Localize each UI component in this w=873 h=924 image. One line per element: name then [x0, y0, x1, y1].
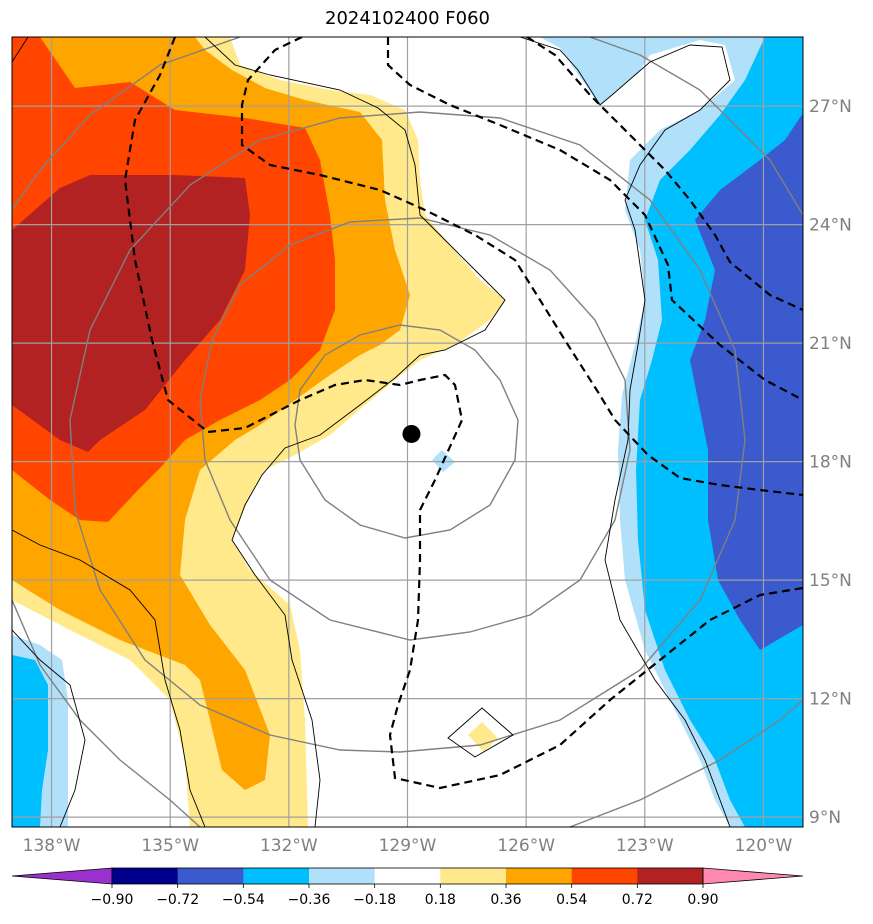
colorbar-tick-label: −0.72 [156, 892, 199, 908]
longitude-tick-label: 123°W [616, 836, 674, 856]
colorbar-frame [111, 867, 704, 885]
gridlines [12, 37, 803, 827]
gray-contour-ring-3 [69, 111, 746, 753]
latitude-tick-label: 27°N [809, 97, 852, 117]
dashed-contour-4 [526, 37, 803, 312]
longitude-tick-label: 138°W [23, 836, 81, 856]
colorbar-swatch [309, 868, 376, 884]
colorbar-swatch [506, 868, 573, 884]
map-frame [11, 36, 804, 828]
colorbar-tick-label: 0.54 [556, 892, 587, 908]
colorbar-swatch [440, 868, 507, 884]
thin-contour-diamond [447, 707, 514, 758]
latitude-tick-label: 9°N [809, 808, 841, 828]
latitude-tick-label: 21°N [809, 334, 852, 354]
colorbar-tick-label: −0.18 [353, 892, 396, 908]
map-title: 2024102400 F060 [325, 8, 490, 29]
thin-black-contours [12, 37, 731, 827]
colorbar-extend-low [11, 867, 113, 885]
gray-contours [12, 37, 803, 827]
latitude-tick-label: 12°N [809, 690, 852, 710]
longitude-tick-label: 120°W [735, 836, 793, 856]
longitude-tick-label: 126°W [497, 836, 555, 856]
colorbar-swatch [571, 868, 638, 884]
colorbar-swatch [243, 868, 310, 884]
thin-contour-nw [12, 37, 29, 63]
colorbar-tick-label: −0.90 [91, 892, 134, 908]
longitude-tick-label: 129°W [379, 836, 437, 856]
map-area [12, 37, 803, 827]
latitude-tick-label: 18°N [809, 453, 852, 473]
filled-contours-positive [12, 37, 505, 827]
colorbar-tick-label: −0.36 [288, 892, 331, 908]
longitude-tick-label: 135°W [141, 836, 199, 856]
filled-contours-negative [12, 37, 803, 827]
storm-center-marker [402, 424, 421, 443]
colorbar-swatch [177, 868, 244, 884]
contour-fill-neg-0.54 [690, 113, 803, 650]
contour-fill-neg-0.36-west [12, 655, 48, 827]
latitude-labels: 9°N 12°N 15°N 18°N 21°N 24°N 27°N [809, 97, 852, 828]
colorbar-swatch [112, 868, 179, 884]
thin-contour-east [519, 37, 731, 827]
colorbar-tick-label: 0.36 [490, 892, 521, 908]
dashed-contour-1 [123, 37, 803, 790]
longitude-tick-label: 132°W [260, 836, 318, 856]
gray-contour-ring-2 [199, 217, 631, 641]
gray-contour-ring-4-west [12, 37, 241, 211]
thin-contour-west-2 [12, 629, 86, 827]
colorbar: −0.90 −0.72 −0.54 −0.36 −0.18 0.18 0.36 0.54 0.7… [11, 867, 804, 908]
contour-fill-0.18-small [468, 722, 498, 752]
colorbar-swatch [374, 868, 441, 884]
gray-contour-ring-4-se [569, 699, 803, 827]
dashed-contour-2 [240, 37, 803, 497]
colorbar-tick-label: 0.72 [622, 892, 653, 908]
colorbar-extend-high [702, 867, 804, 885]
thin-contour-center [204, 37, 506, 827]
dashed-contour-3 [386, 37, 803, 401]
colorbar-tick-label: 0.18 [425, 892, 456, 908]
gray-contour-ring-4 [589, 37, 803, 216]
gray-contour-ring-1 [294, 324, 519, 539]
longitude-labels: 138°W 135°W 132°W 129°W 126°W 123°W 120°W [23, 836, 793, 856]
thin-contour-west [12, 529, 206, 827]
gray-contour-ring-4-south [12, 599, 201, 827]
dashed-contours [123, 37, 803, 790]
latitude-tick-label: 15°N [809, 571, 852, 591]
colorbar-swatch [637, 868, 704, 884]
contour-fill-0.72 [12, 175, 250, 452]
latitude-tick-label: 24°N [809, 216, 852, 236]
colorbar-tick-label: −0.54 [222, 892, 265, 908]
colorbar-tick-label: 0.90 [687, 892, 718, 908]
